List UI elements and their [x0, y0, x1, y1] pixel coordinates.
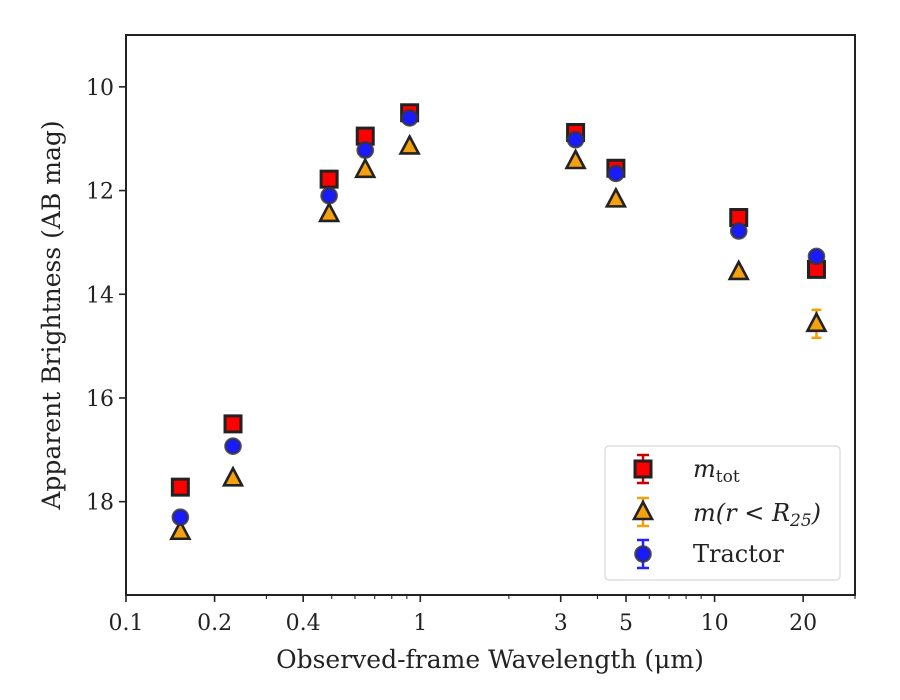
mr25-point: [805, 311, 828, 333]
legend-box: [604, 445, 841, 581]
mr25-point: [604, 186, 628, 208]
legend-tractor-marker: [634, 545, 652, 563]
legend-mtot-main: m: [693, 455, 716, 483]
legend-mr25-main: m(r < R: [693, 499, 790, 527]
tractor-point: [224, 437, 242, 455]
mr25-point: [564, 148, 587, 170]
y-tick-label: 16: [86, 387, 114, 412]
mr25-point: [317, 201, 341, 223]
x-tick-label: 0.1: [109, 611, 144, 636]
x-axis: 0.1 0.2 0.4 1 3 5 10 20: [109, 595, 856, 636]
mr25-point: [727, 259, 750, 281]
x-tick-label: 1: [413, 611, 427, 636]
x-tick-label: 3: [554, 611, 568, 636]
x-tick-label: 10: [701, 611, 729, 636]
x-tick-label: 5: [619, 611, 633, 636]
x-axis-title: Observed-frame Wavelength (μm): [276, 645, 704, 674]
y-tick-label: 14: [86, 283, 114, 308]
y-tick-label: 12: [86, 180, 114, 205]
x-tick-label: 0.2: [197, 611, 232, 636]
tractor-point: [566, 130, 585, 149]
y-tick-label: 10: [86, 76, 114, 101]
legend-mr25-marker: [631, 499, 655, 521]
y-tick-label: 18: [86, 491, 114, 516]
mtot-point: [170, 477, 190, 497]
legend-label-tractor: Tractor: [693, 540, 784, 568]
tractor-point: [320, 186, 338, 205]
tractor-point: [171, 508, 190, 527]
y-axis-title: Apparent Brightness (AB mag): [37, 120, 66, 510]
mr25-point: [169, 518, 192, 541]
mtot-point: [223, 414, 243, 434]
x-tick-label: 0.4: [286, 611, 321, 636]
x-tick-label: 20: [789, 611, 817, 636]
legend-label-mr25: m(r < R25): [693, 499, 821, 531]
data-marks: [169, 103, 828, 541]
mr25-point: [354, 157, 377, 179]
legend-markers: [631, 453, 655, 570]
legend-label-mtot: mtot: [693, 455, 740, 487]
tractor-point: [807, 247, 826, 266]
mr25-point: [221, 465, 245, 487]
y-axis: 10 12 14 16 18: [86, 76, 126, 516]
mtot-point: [319, 169, 339, 189]
tractor-point: [400, 109, 419, 127]
legend-mtot-marker: [633, 459, 653, 479]
legend-mr25-close: ): [811, 499, 821, 527]
plot-frame: [125, 34, 856, 596]
tractor-point: [729, 222, 748, 240]
tractor-point: [607, 164, 625, 183]
tractor-point: [356, 141, 375, 159]
mr25-point: [398, 133, 421, 155]
legend-mtot-sub: tot: [716, 467, 740, 487]
legend-mr25-sub: 25: [789, 511, 812, 531]
legend: mtot m(r < R25) Tractor: [604, 445, 841, 581]
